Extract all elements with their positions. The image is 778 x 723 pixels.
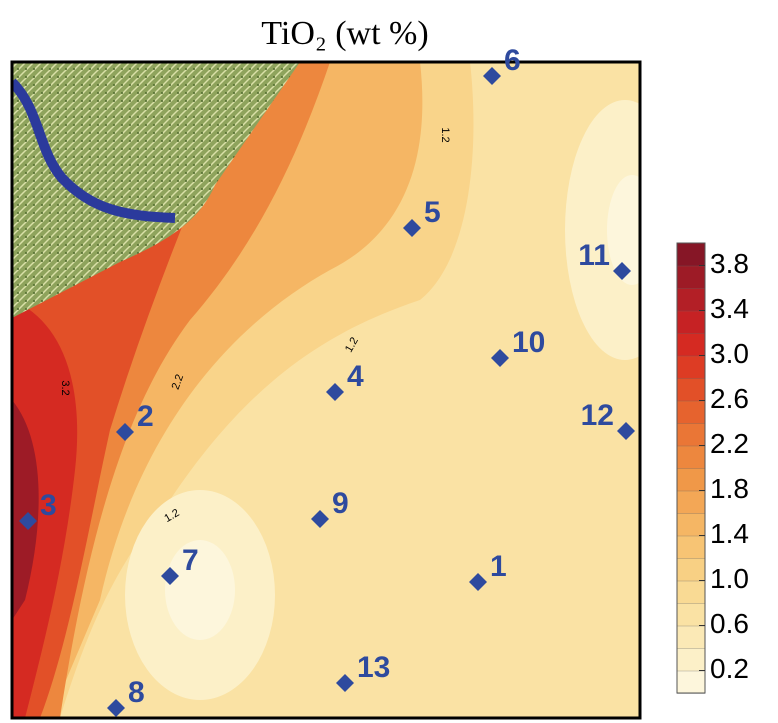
colorbar-band [677, 288, 705, 311]
colorbar-band [677, 558, 705, 581]
colorbar-tick-label: 2.2 [710, 428, 749, 459]
colorbar-band [677, 423, 705, 446]
colorbar-band [677, 468, 705, 491]
colorbar-band [677, 671, 705, 694]
colorbar-band [677, 446, 705, 469]
colorbar-band [677, 378, 705, 401]
colorbar-band [677, 333, 705, 356]
colorbar-tick-label: 1.0 [710, 563, 749, 594]
colorbar-tick-label: 1.8 [710, 473, 749, 504]
contour-label: 3.2 [59, 380, 71, 395]
sample-label: 12 [581, 399, 614, 432]
sample-label: 5 [424, 196, 441, 229]
sample-label: 10 [512, 326, 545, 359]
sample-label: 3 [40, 489, 57, 522]
sample-label: 9 [332, 487, 349, 520]
colorbar-tick-label: 3.0 [710, 338, 749, 369]
sample-label: 2 [137, 400, 154, 433]
colorbar-band [677, 603, 705, 626]
sample-label: 4 [347, 360, 364, 393]
colorbar-band [677, 401, 705, 424]
sample-label: 7 [182, 544, 199, 577]
colorbar-band [677, 626, 705, 649]
sample-label: 6 [504, 44, 521, 77]
colorbar-tick-label: 3.8 [710, 248, 749, 279]
chart: TiO₂ (wt %) 0.2 0.6 1.0 1.4 1.8 2.2 2.6 3.0 3.4 3… [0, 0, 778, 723]
colorbar-band [677, 536, 705, 559]
sample-label: 1 [490, 550, 507, 583]
sample-label: 11 [578, 239, 610, 272]
colorbar-band [677, 356, 705, 379]
colorbar-band [677, 513, 705, 536]
sample-label: 8 [128, 676, 145, 709]
colorbar-band [677, 491, 705, 514]
colorbar-band [677, 311, 705, 334]
colorbar-band [677, 243, 705, 266]
colorbar-band [677, 266, 705, 289]
contour-label: 1.2 [439, 127, 451, 142]
colorbar-band [677, 648, 705, 671]
colorbar-tick-label: 2.6 [710, 383, 749, 414]
colorbar-band [677, 581, 705, 604]
colorbar-tick-label: 0.6 [710, 608, 749, 639]
chart-title: TiO₂ (wt %) [261, 15, 428, 52]
colorbar-tick-label: 3.4 [710, 293, 749, 324]
colorbar-tick-label: 1.4 [710, 518, 749, 549]
sample-label: 13 [357, 651, 390, 684]
colorbar-tick-label: 0.2 [710, 653, 749, 684]
